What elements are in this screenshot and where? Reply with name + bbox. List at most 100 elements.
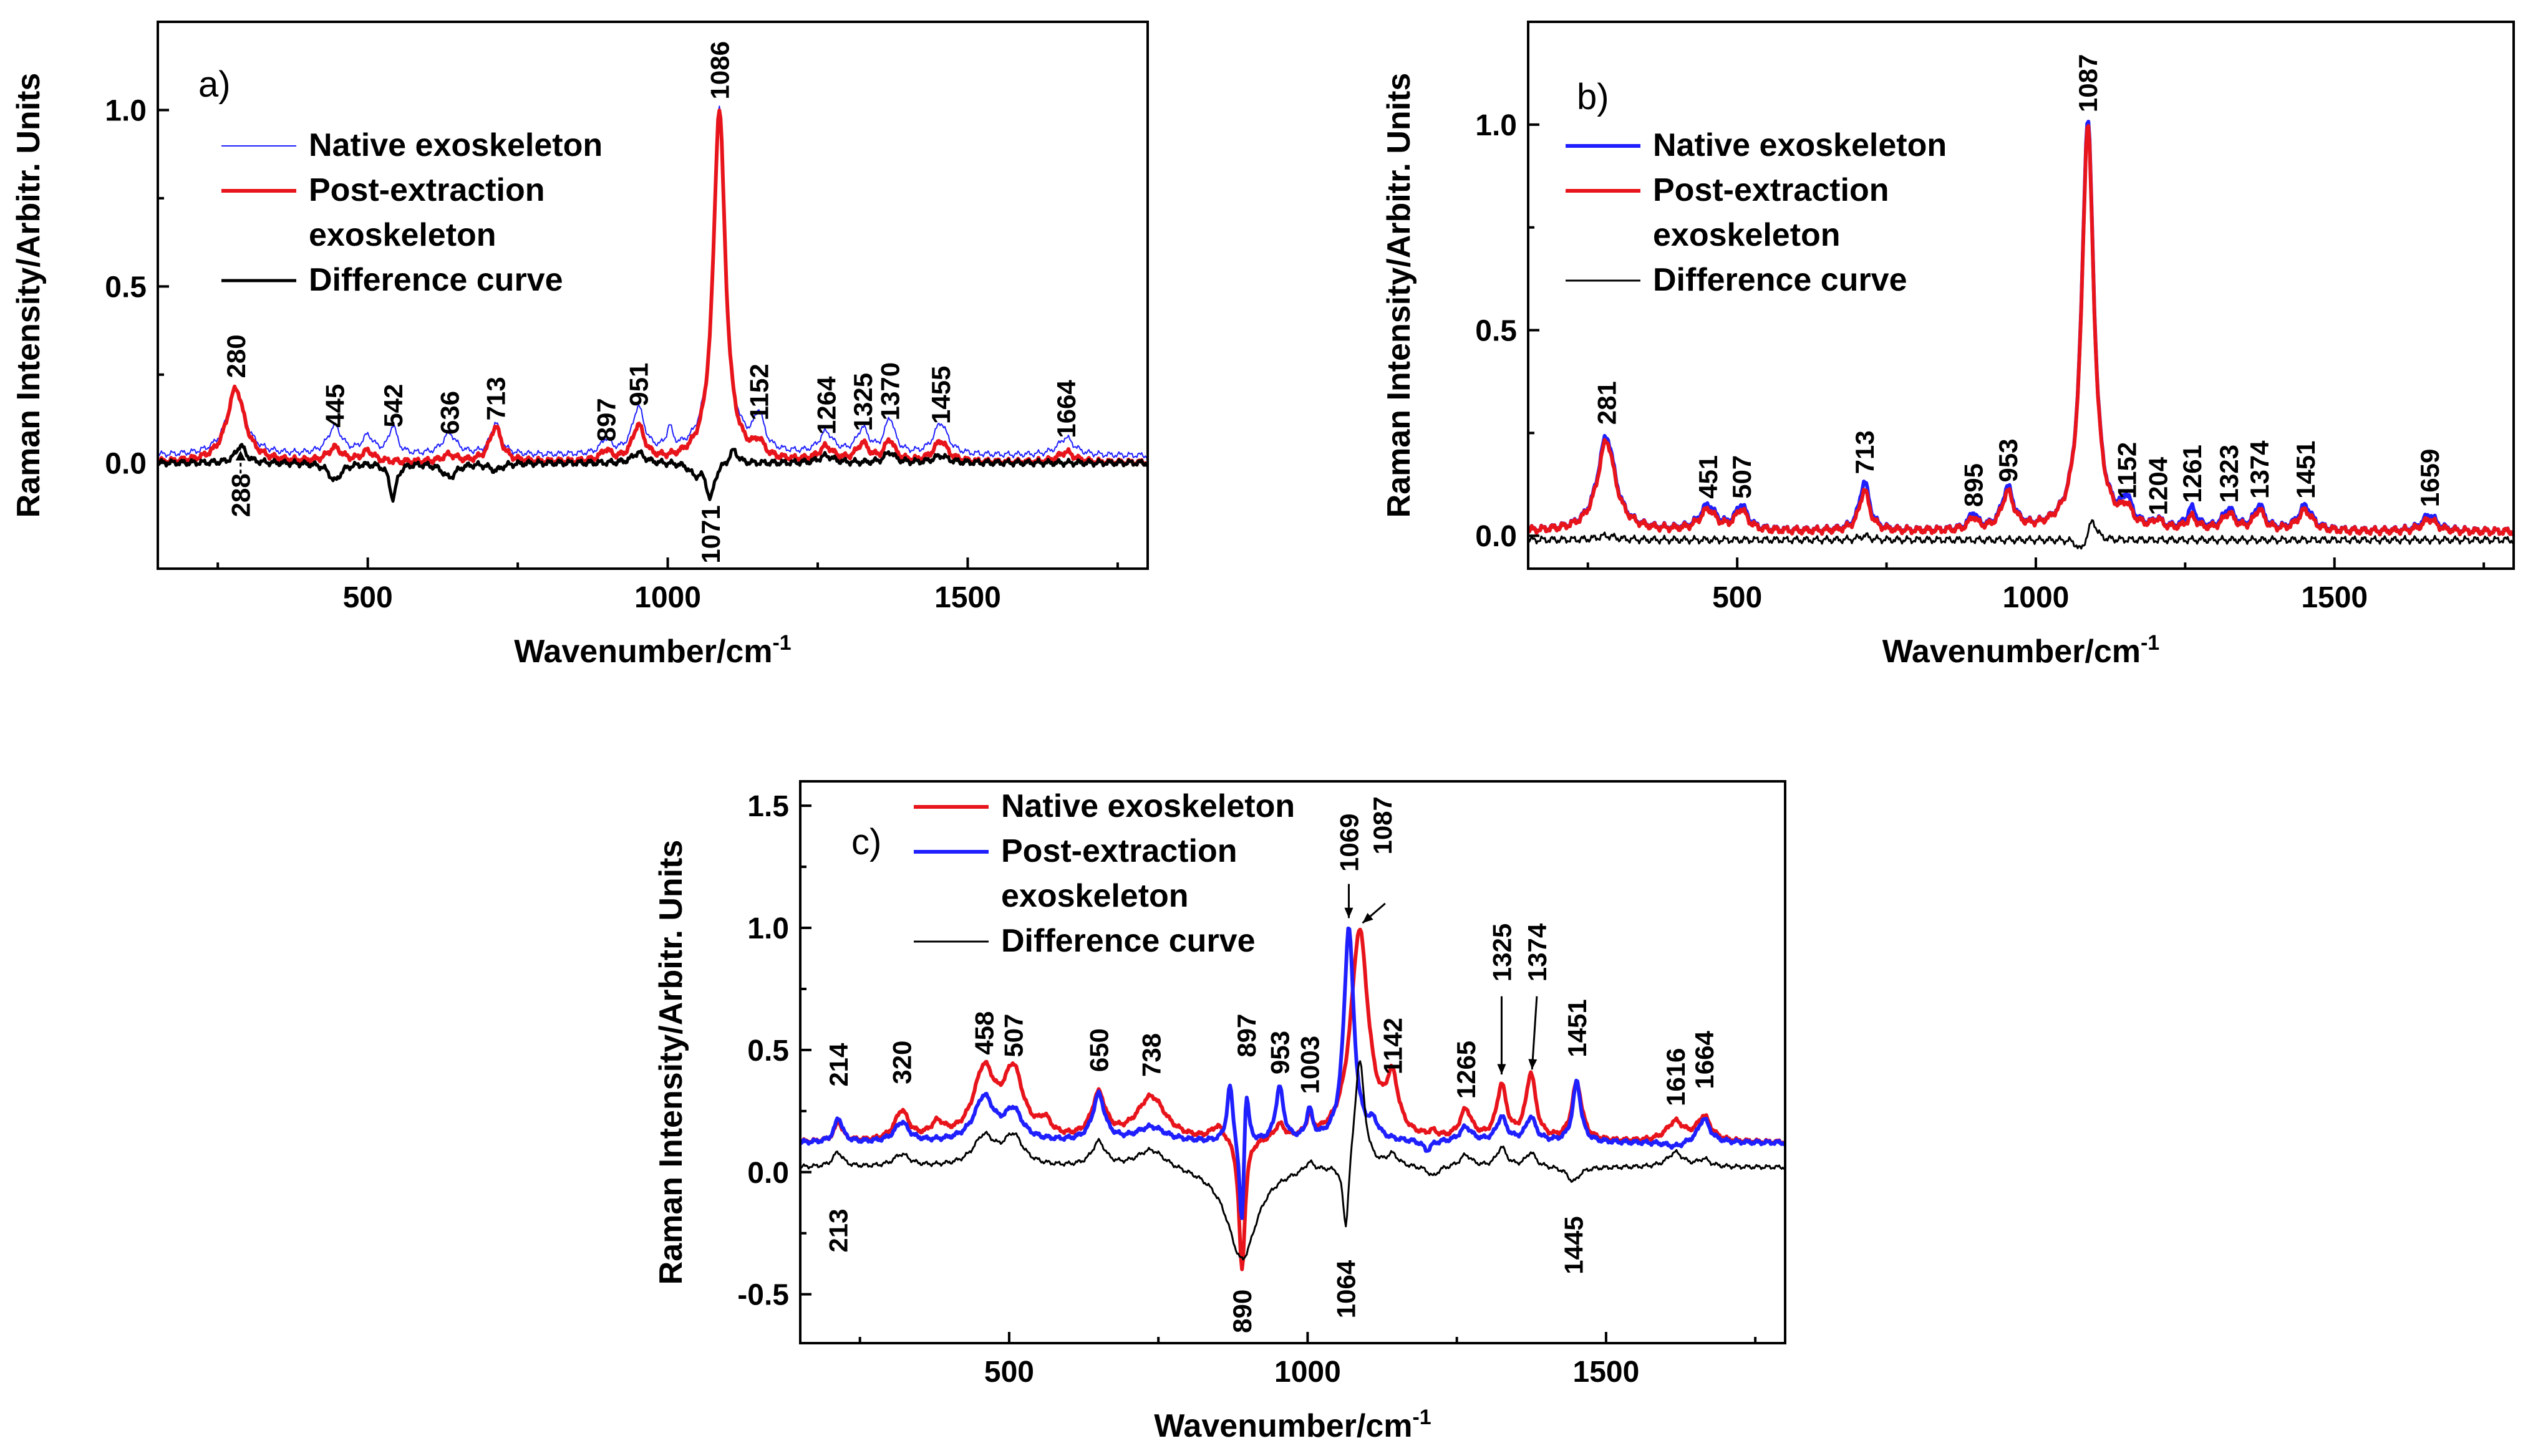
annotation-arrow-head bbox=[1528, 1059, 1538, 1070]
peak-label: 1071 bbox=[696, 505, 725, 563]
series-line-difference-curve bbox=[158, 443, 1148, 503]
y-tick-label: 0.0 bbox=[1475, 520, 1517, 553]
peak-label: 445 bbox=[321, 384, 350, 428]
y-tick-label: 0.0 bbox=[747, 1157, 789, 1190]
x-tick-label: 500 bbox=[984, 1356, 1034, 1389]
plot-area bbox=[158, 105, 1148, 503]
plot-area bbox=[800, 926, 1785, 1271]
x-axis-title: Wavenumber/cm-1 bbox=[514, 631, 791, 670]
series-line-difference-curve bbox=[1528, 519, 2514, 550]
series-line-post-extraction-exoskeleton bbox=[158, 108, 1148, 468]
peak-label: 738 bbox=[1137, 1033, 1166, 1077]
peak-label: 650 bbox=[1084, 1028, 1113, 1072]
peak-label: 214 bbox=[824, 1043, 853, 1087]
peak-label: 1664 bbox=[1052, 380, 1081, 438]
peak-label: 895 bbox=[1959, 463, 1988, 507]
plot-area bbox=[1528, 120, 2514, 550]
peak-label: 1142 bbox=[1378, 1018, 1407, 1074]
x-tick-label: 1000 bbox=[1274, 1356, 1341, 1389]
y-tick-label: -0.5 bbox=[737, 1279, 789, 1312]
peak-label: 951 bbox=[624, 363, 653, 407]
legend-label: Native exoskeleton bbox=[1653, 127, 1947, 163]
peak-label: 890 bbox=[1228, 1290, 1257, 1333]
peak-label: 288 bbox=[226, 473, 256, 517]
y-tick-label: 0.5 bbox=[1475, 315, 1517, 348]
peak-label: 213 bbox=[823, 1209, 853, 1253]
peak-label: 713 bbox=[1850, 430, 1879, 474]
legend-label-line: Post-extraction bbox=[1001, 833, 1237, 869]
peak-label: 1445 bbox=[1559, 1216, 1588, 1274]
annotation-arrow-head bbox=[1344, 907, 1354, 918]
x-axis-title-text: Wavenumber/cm bbox=[514, 634, 772, 670]
legend-label: Difference curve bbox=[1001, 923, 1256, 959]
peak-label: 1455 bbox=[926, 366, 956, 424]
peak-label: 1664 bbox=[1690, 1031, 1719, 1089]
annotation-arrow-head bbox=[1362, 913, 1373, 923]
series-line-native-exoskeleton bbox=[800, 927, 1785, 1271]
peak-label: 458 bbox=[970, 1011, 999, 1055]
peak-label: 1086 bbox=[705, 41, 734, 99]
x-axis-title-superscript: -1 bbox=[772, 631, 791, 655]
peak-label: 1325 bbox=[848, 373, 878, 431]
peak-label: 1659 bbox=[2415, 449, 2444, 507]
y-axis-title: Raman Intensity/Arbitr. Units bbox=[1381, 73, 1417, 518]
axes-frame bbox=[799, 780, 1786, 1344]
legend-label: Post-extraction exoskeleton bbox=[1653, 172, 1889, 253]
peak-label: 636 bbox=[435, 391, 464, 435]
peak-label: 1323 bbox=[2214, 445, 2244, 503]
annotation-arrow-head bbox=[235, 450, 246, 461]
legend-label-line: Post-extraction bbox=[309, 172, 545, 208]
peak-label: 507 bbox=[999, 1014, 1029, 1058]
x-tick-label: 1500 bbox=[934, 581, 1001, 614]
peak-label: 281 bbox=[1592, 381, 1621, 425]
y-axis-title: Raman Intensity/Arbitr. Units bbox=[653, 840, 689, 1285]
legend-label-line: exoskeleton bbox=[309, 217, 496, 253]
panel-b: 500 1000 1500 0.0 0.5 1.0 Wavenumber/cm-1 Raman… bbox=[1381, 21, 2515, 670]
peak-label: 1087 bbox=[2073, 54, 2103, 112]
x-tick-label: 1500 bbox=[2301, 581, 2368, 614]
peak-label: 1370 bbox=[875, 362, 904, 420]
peak-label: 1069 bbox=[1334, 814, 1363, 872]
x-axis-title-text: Wavenumber/cm bbox=[1154, 1408, 1412, 1444]
y-tick-label: 1.0 bbox=[105, 94, 147, 127]
y-tick-label: 1.0 bbox=[747, 912, 789, 945]
legend-label: Difference curve bbox=[1653, 262, 1907, 298]
peak-label: 1152 bbox=[745, 364, 774, 420]
y-tick-label: 0.5 bbox=[105, 271, 147, 304]
panel-label: b) bbox=[1577, 77, 1609, 117]
peak-label: 280 bbox=[221, 334, 251, 378]
series-line-native-exoskeleton bbox=[158, 105, 1148, 459]
peak-label: 1325 bbox=[1487, 923, 1516, 981]
x-tick-label: 1000 bbox=[2003, 581, 2070, 614]
x-axis-title-text: Wavenumber/cm bbox=[1882, 634, 2141, 670]
legend-label-line: exoskeleton bbox=[1653, 217, 1841, 253]
peak-label: 507 bbox=[1727, 455, 1756, 499]
peak-label: 542 bbox=[379, 384, 408, 428]
x-axis-title-superscript: -1 bbox=[1412, 1405, 1431, 1429]
y-tick-label: 0.0 bbox=[105, 447, 147, 480]
peak-label: 1152 bbox=[2112, 442, 2141, 499]
y-tick-label: 0.5 bbox=[747, 1034, 789, 1068]
peak-label: 897 bbox=[591, 398, 621, 441]
axes-frame bbox=[1527, 21, 2515, 570]
panel-label: c) bbox=[851, 822, 881, 862]
x-axis-title: Wavenumber/cm-1 bbox=[1154, 1405, 1431, 1444]
legend-label: Post-extraction exoskeleton bbox=[309, 172, 545, 253]
x-tick-label: 1000 bbox=[634, 581, 701, 614]
legend-label: Post-extraction exoskeleton bbox=[1001, 833, 1237, 914]
legend-label-line: exoskeleton bbox=[1001, 878, 1189, 914]
panel-label: a) bbox=[198, 64, 231, 105]
peak-label: 451 bbox=[1693, 455, 1723, 499]
peak-label: 1451 bbox=[2291, 440, 2320, 498]
peak-label: 953 bbox=[1265, 1031, 1294, 1074]
peak-label: 1204 bbox=[2143, 456, 2172, 515]
x-tick-label: 500 bbox=[1712, 581, 1762, 614]
series-line-post-extraction-exoskeleton bbox=[800, 926, 1785, 1220]
y-tick-label: 1.0 bbox=[1475, 109, 1517, 142]
axes-frame bbox=[157, 21, 1149, 570]
x-tick-label: 500 bbox=[343, 581, 393, 614]
peak-label: 1264 bbox=[811, 376, 841, 435]
peak-label: 320 bbox=[888, 1041, 917, 1084]
x-axis-title: Wavenumber/cm-1 bbox=[1882, 631, 2159, 670]
